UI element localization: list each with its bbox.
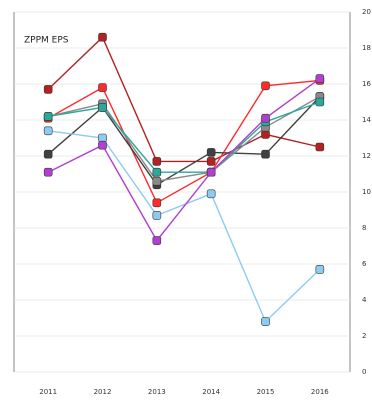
- data-point: [261, 130, 270, 139]
- y-tick-label: 8: [362, 224, 366, 232]
- x-tick-label: 2015: [257, 388, 275, 396]
- data-point: [261, 317, 270, 326]
- x-tick-label: 2011: [39, 388, 57, 396]
- x-tick-label: 2014: [202, 388, 220, 396]
- y-tick-label: 6: [362, 260, 367, 268]
- data-point: [152, 211, 162, 220]
- x-tick-label: 2016: [311, 388, 329, 396]
- data-point: [152, 167, 162, 177]
- data-point: [315, 142, 325, 152]
- data-point: [152, 157, 162, 166]
- data-point: [43, 167, 53, 177]
- data-point: [98, 103, 107, 112]
- data-point: [206, 148, 216, 157]
- data-point: [152, 176, 162, 186]
- data-point: [206, 189, 216, 199]
- series-line: [47, 78, 321, 242]
- data-point: [206, 157, 216, 166]
- data-point: [98, 140, 107, 150]
- data-point: [261, 149, 270, 159]
- data-point: [261, 113, 270, 123]
- y-tick-label: 16: [362, 80, 371, 88]
- chart-title: ZPPM EPS: [24, 36, 69, 46]
- data-point: [152, 236, 162, 245]
- series-line: [48, 101, 321, 173]
- data-point: [152, 198, 162, 208]
- y-tick-label: 10: [362, 188, 371, 196]
- y-tick-label: 20: [362, 8, 371, 16]
- series-line: [47, 96, 321, 186]
- y-tick-label: 12: [362, 152, 371, 160]
- data-point: [43, 149, 53, 159]
- data-point: [43, 85, 53, 94]
- y-tick-label: 0: [362, 368, 366, 376]
- data-point: [98, 32, 107, 42]
- series-line: [47, 79, 320, 204]
- data-point: [206, 167, 216, 177]
- series-line: [48, 95, 321, 182]
- y-tick-label: 4: [362, 296, 367, 304]
- x-tick-label: 2013: [148, 388, 166, 396]
- data-point: [43, 112, 53, 121]
- y-tick-label: 2: [362, 332, 366, 340]
- data-point: [43, 126, 53, 136]
- x-tick-label: 2012: [94, 388, 112, 396]
- data-point: [315, 74, 325, 83]
- y-tick-label: 14: [362, 116, 371, 124]
- data-point: [261, 81, 270, 91]
- data-point: [98, 83, 107, 92]
- series-line: [48, 130, 321, 323]
- data-point: [315, 97, 325, 107]
- y-tick-label: 18: [362, 44, 371, 52]
- data-point: [315, 265, 325, 274]
- series-line: [47, 35, 320, 163]
- data-point: [98, 133, 107, 143]
